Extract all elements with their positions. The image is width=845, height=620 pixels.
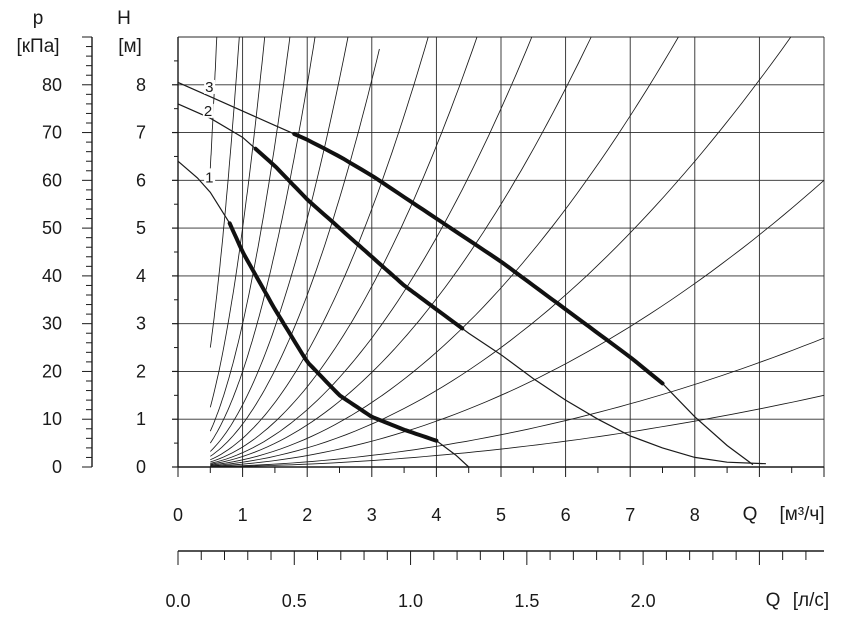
- p-axis-tick-label: 10: [42, 409, 62, 429]
- q-m3h-axis-tick-label: 6: [561, 505, 571, 525]
- q-ls-axis-tick-label: 1.0: [398, 591, 423, 611]
- q-m3h-axis-title: Q: [743, 504, 758, 525]
- q-m3h-axis-tick-label: 2: [302, 505, 312, 525]
- q-ls-axis-title: Q: [766, 590, 781, 611]
- system-curve: [210, 36, 429, 461]
- p-axis-tick-label: 80: [42, 75, 62, 95]
- p-axis-tick-label: 50: [42, 218, 62, 238]
- q-m3h-axis-tick-label: 5: [496, 505, 506, 525]
- pump-curve-3-operating-range: [292, 132, 665, 386]
- system-curves: [209, 36, 825, 468]
- grid: [177, 36, 825, 468]
- system-curve: [210, 36, 478, 463]
- curve-label-background: [204, 79, 216, 94]
- h-axis-title: H: [117, 8, 131, 29]
- h-axis-tick-label: 2: [136, 361, 146, 381]
- q-ls-axis-tick-label: 2.0: [631, 591, 656, 611]
- p-axis-title: p: [33, 8, 44, 29]
- p-axis-tick-label: 0: [52, 457, 62, 477]
- system-curve: [210, 337, 825, 468]
- h-axis-tick-label: 3: [136, 314, 146, 334]
- system-curve: [209, 36, 291, 432]
- h-axis-tick-label: 7: [136, 123, 146, 143]
- h-axis-tick-label: 8: [136, 75, 146, 95]
- pump-curve-2-operating-range: [253, 146, 465, 331]
- q-m3h-axis-tick-label: 3: [367, 505, 377, 525]
- q-m3h-axis-unit: [м³/ч]: [779, 504, 824, 525]
- curve-label-background: [204, 170, 216, 185]
- h-axis-unit: [м]: [118, 36, 142, 57]
- p-axis-tick-label: 70: [42, 123, 62, 143]
- curve-label-1: 1: [205, 170, 213, 187]
- system-curve: [210, 394, 825, 468]
- q-m3h-axis-tick-label: 8: [690, 505, 700, 525]
- system-curve: [209, 36, 349, 452]
- q-m3h-axis-tick-label: 1: [238, 505, 248, 525]
- q-m3h-axis-tick-label: 0: [173, 505, 183, 525]
- system-curve: [210, 36, 533, 464]
- system-curve: [209, 36, 266, 408]
- system-curve: [210, 48, 380, 457]
- q-m3h-axis-tick-label: 7: [625, 505, 635, 525]
- system-curve: [209, 36, 316, 444]
- system-curve: [210, 36, 792, 467]
- q-ls-axis-unit: [л/с]: [793, 590, 829, 611]
- p-axis-unit: [кПа]: [16, 36, 59, 57]
- p-axis-tick-label: 30: [42, 314, 62, 334]
- q-m3h-axis-tick-label: 4: [431, 505, 441, 525]
- h-axis-tick-label: 0: [136, 457, 146, 477]
- q-ls-axis-tick-label: 0.5: [282, 591, 307, 611]
- h-axis-tick-label: 6: [136, 170, 146, 190]
- p-axis-tick-label: 60: [42, 170, 62, 190]
- p-axis-tick-label: 40: [42, 266, 62, 286]
- system-curve: [210, 36, 679, 466]
- curve-label-background: [202, 103, 214, 118]
- h-axis-tick-label: 5: [136, 218, 146, 238]
- h-axis-tick-label: 1: [136, 409, 146, 429]
- pump-curve-1-operating-range: [227, 221, 439, 443]
- system-curve: [210, 179, 825, 467]
- q-ls-axis-tick-label: 1.5: [514, 591, 539, 611]
- pump-curve-1: [177, 160, 470, 468]
- h-axis-tick-label: 4: [136, 266, 146, 286]
- pump-curve-3: [177, 81, 754, 466]
- system-curve: [210, 36, 592, 465]
- p-axis-tick-label: 20: [42, 361, 62, 381]
- q-ls-axis-tick-label: 0.0: [165, 591, 190, 611]
- curve-label-2: 2: [204, 103, 212, 120]
- curve-label-3: 3: [205, 79, 213, 96]
- pump-curves: 1 2 3: [177, 79, 766, 468]
